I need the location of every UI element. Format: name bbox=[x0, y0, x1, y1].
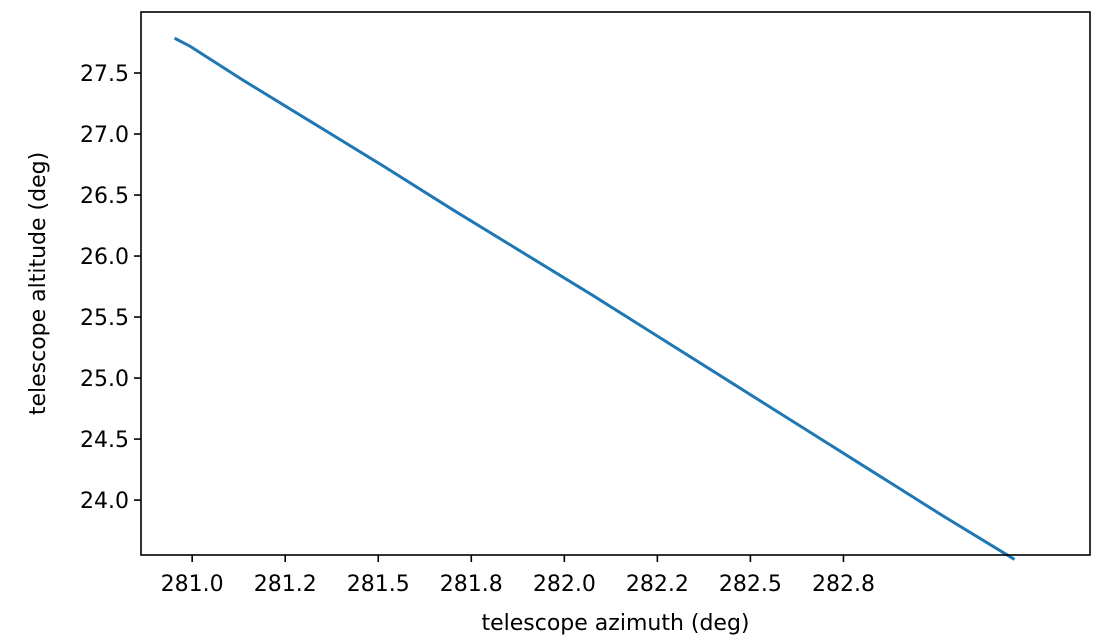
x-axis-ticks: 281.0 281.2 281.5 281.8 282.0 282.2 282.5 282.8 bbox=[161, 555, 875, 597]
x-tick-label: 282.2 bbox=[626, 572, 689, 597]
x-tick-label: 281.2 bbox=[254, 572, 317, 597]
y-axis-ticks: 24.0 24.5 25.0 25.5 26.0 26.5 27.0 27.5 bbox=[80, 62, 141, 514]
y-tick-label: 24.5 bbox=[80, 428, 129, 453]
y-tick-label: 27.5 bbox=[80, 62, 129, 87]
y-tick-label: 25.0 bbox=[80, 367, 129, 392]
x-tick-label: 281.8 bbox=[440, 572, 503, 597]
series-layer bbox=[173, 36, 1016, 561]
y-tick-label: 24.0 bbox=[80, 489, 129, 514]
plot-frame bbox=[140, 11, 1091, 556]
x-tick-label: 282.8 bbox=[812, 572, 875, 597]
y-tick-label: 26.5 bbox=[80, 184, 129, 209]
y-axis-label: telescope altitude (deg) bbox=[26, 152, 51, 415]
x-tick-label: 282.0 bbox=[533, 572, 596, 597]
x-tick-label: 281.0 bbox=[161, 572, 224, 597]
series-line-0 bbox=[173, 36, 1016, 561]
x-axis-label: telescope azimuth (deg) bbox=[481, 611, 749, 636]
x-tick-label: 281.5 bbox=[347, 572, 410, 597]
y-tick-label: 26.0 bbox=[80, 245, 129, 270]
y-tick-label: 27.0 bbox=[80, 123, 129, 148]
x-tick-label: 282.5 bbox=[719, 572, 782, 597]
y-tick-label: 25.5 bbox=[80, 306, 129, 331]
